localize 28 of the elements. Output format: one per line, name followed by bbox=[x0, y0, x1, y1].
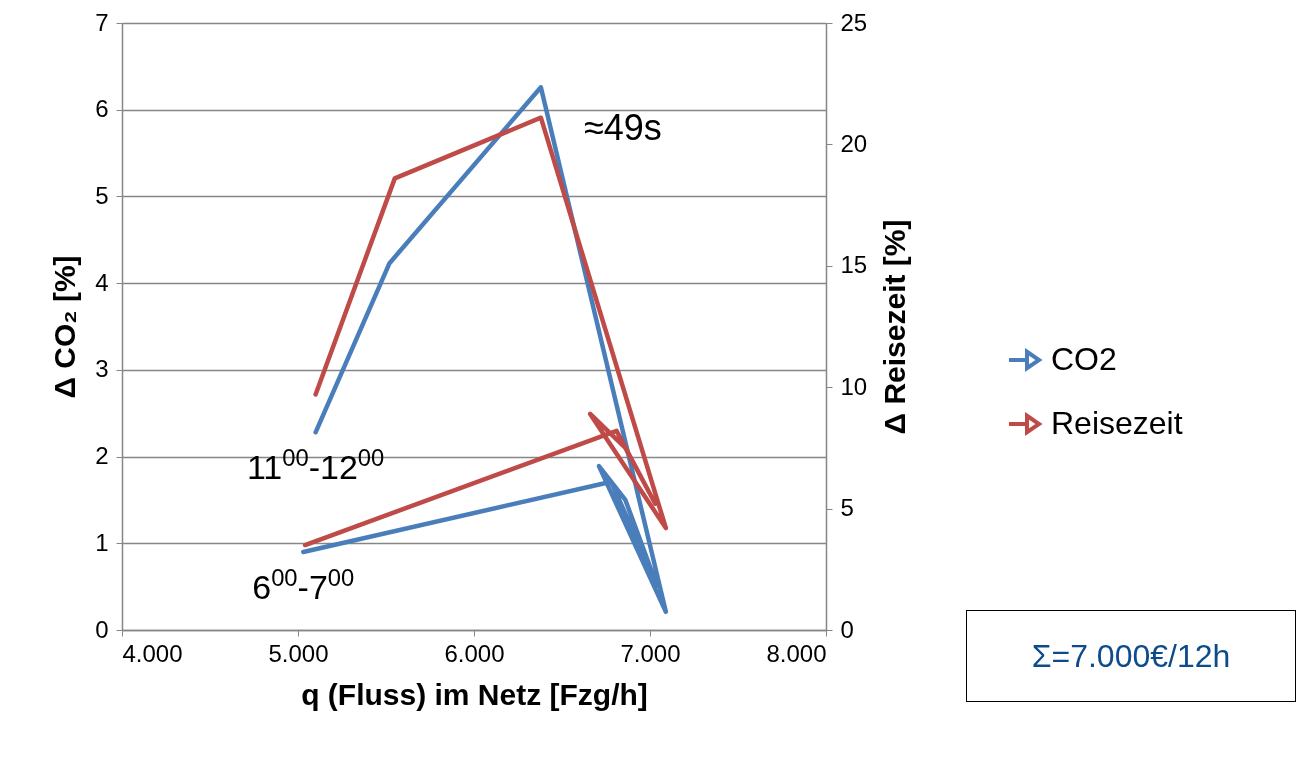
y2-tick-label: 5 bbox=[840, 494, 854, 522]
y2-tick-label: 10 bbox=[840, 372, 868, 400]
y-tick-label: 7 bbox=[95, 8, 109, 36]
y-tick-label: 0 bbox=[95, 615, 109, 643]
annotation: 11$^{00}$-12$^{00}$ bbox=[246, 443, 385, 487]
x-axis-title: q (Fluss) im Netz [Fzg/h] bbox=[301, 677, 648, 711]
legend-label: CO2 bbox=[1051, 341, 1117, 377]
y2-tick-label: 15 bbox=[840, 251, 868, 279]
x-tick-label: 7.000 bbox=[620, 639, 681, 667]
x-tick-label: 5.000 bbox=[268, 639, 329, 667]
annotation: ≈49s bbox=[584, 107, 662, 148]
y-tick-label: 6 bbox=[95, 95, 109, 123]
y-tick-label: 2 bbox=[95, 442, 109, 470]
y-tick-label: 3 bbox=[95, 355, 109, 383]
y-tick-label: 1 bbox=[95, 528, 109, 556]
legend-label: Reisezeit bbox=[1051, 405, 1183, 441]
y2-tick-label: 0 bbox=[840, 615, 854, 643]
text: Σ=7.000€/12h bbox=[966, 610, 1296, 702]
y2-tick-label: 20 bbox=[840, 129, 868, 157]
y2-axis-title: Δ Reisezeit [%] bbox=[878, 219, 912, 435]
x-tick-label: 4.000 bbox=[122, 639, 183, 667]
x-tick-label: 6.000 bbox=[444, 639, 505, 667]
x-tick-label: 8.000 bbox=[766, 639, 827, 667]
y2-tick-label: 25 bbox=[840, 8, 868, 36]
y-tick-label: 5 bbox=[95, 181, 109, 209]
y-tick-label: 4 bbox=[95, 268, 109, 296]
annotation: 6$^{00}$-7$^{00}$ bbox=[252, 563, 355, 606]
y-axis-title: Δ CO₂ [%] bbox=[48, 255, 82, 399]
